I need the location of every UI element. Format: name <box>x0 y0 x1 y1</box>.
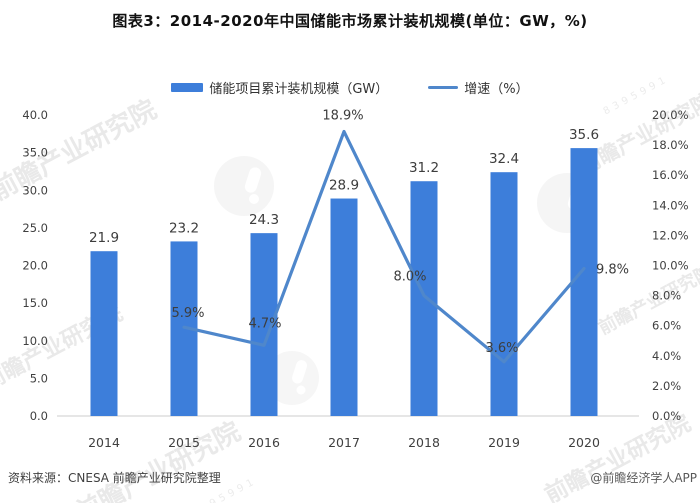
bar-label-2020: 35.6 <box>569 127 599 143</box>
right-axis-tick: 14.0% <box>652 198 689 212</box>
left-axis-tick: 20.0 <box>22 259 48 273</box>
legend-bar-label: 储能项目累计装机规模（GW） <box>209 82 389 97</box>
right-axis-tick: 20.0% <box>652 108 689 122</box>
left-axis-tick: 30.0 <box>22 183 48 197</box>
legend-item-bar-series[interactable]: 储能项目累计装机规模（GW） <box>171 78 388 97</box>
legend-line-label: 增速（%） <box>464 82 529 97</box>
left-axis-tick: 25.0 <box>22 221 48 235</box>
line-label-2020: 9.8% <box>596 263 629 278</box>
x-axis-label-2020: 2020 <box>568 435 600 450</box>
left-axis-tick: 5.0 <box>30 371 48 385</box>
right-axis-tick: 2.0% <box>652 379 681 393</box>
right-axis-tick: 16.0% <box>652 168 689 182</box>
right-axis-tick: 0.0% <box>652 409 681 423</box>
legend-item-line-series[interactable]: 增速（%） <box>428 78 529 97</box>
x-axis-label-2018: 2018 <box>408 435 440 450</box>
bar-2020 <box>570 148 598 417</box>
left-axis-tick: 10.0 <box>22 334 48 348</box>
x-axis-label-2017: 2017 <box>328 435 360 450</box>
right-axis-tick: 6.0% <box>652 319 681 333</box>
left-axis-tick: 15.0 <box>22 296 48 310</box>
left-axis-tick: 40.0 <box>22 108 48 122</box>
bar-2018 <box>410 181 438 416</box>
bar-label-2018: 31.2 <box>409 160 439 176</box>
right-axis-tick: 4.0% <box>652 349 681 363</box>
bar-2019 <box>490 172 518 416</box>
bar-series-swatch-icon <box>171 83 204 92</box>
x-axis-label-2015: 2015 <box>168 435 200 450</box>
line-series-swatch-icon <box>428 86 459 89</box>
left-axis-tick: 0.0 <box>30 409 48 423</box>
right-axis-tick: 12.0% <box>652 228 689 242</box>
chart-title: 图表3：2014-2020年中国储能市场累计装机规模(单位：GW，%) <box>112 12 588 30</box>
x-axis-label-2014: 2014 <box>88 435 120 450</box>
growth-line <box>182 129 586 364</box>
right-axis-tick: 10.0% <box>652 259 689 273</box>
bar-label-2016: 24.3 <box>249 212 279 228</box>
right-axis-tick: 18.0% <box>652 138 689 152</box>
bar-label-2017: 28.9 <box>329 178 359 194</box>
footer-source: 资料来源：CNESA 前瞻产业研究院整理 <box>8 471 221 485</box>
line-label-2017: 18.9% <box>322 109 363 124</box>
x-axis-label-2019: 2019 <box>488 435 520 450</box>
line-label-2018: 8.0% <box>393 270 426 285</box>
line-label-2015: 5.9% <box>171 306 204 321</box>
line-label-2019: 3.6% <box>485 341 518 356</box>
right-axis-tick: 8.0% <box>652 289 681 303</box>
bar-label-2019: 32.4 <box>489 151 519 167</box>
left-axis-tick: 35.0 <box>22 146 48 160</box>
chart-canvas: 0.0 5.0 10.0 15.0 20.0 25.0 30.0 35.0 40.0 0.0% 2.… <box>22 108 689 450</box>
x-axis-label-2016: 2016 <box>248 435 280 450</box>
bar-2017 <box>330 198 358 416</box>
bar-2014 <box>90 251 118 416</box>
bar-label-2015: 23.2 <box>169 220 199 236</box>
line-label-2016: 4.7% <box>248 316 281 331</box>
legend: 储能项目累计装机规模（GW） 增速（%） <box>0 78 700 97</box>
footer-credit: @前瞻经济学人APP <box>590 471 697 485</box>
bar-label-2014: 21.9 <box>89 230 119 246</box>
